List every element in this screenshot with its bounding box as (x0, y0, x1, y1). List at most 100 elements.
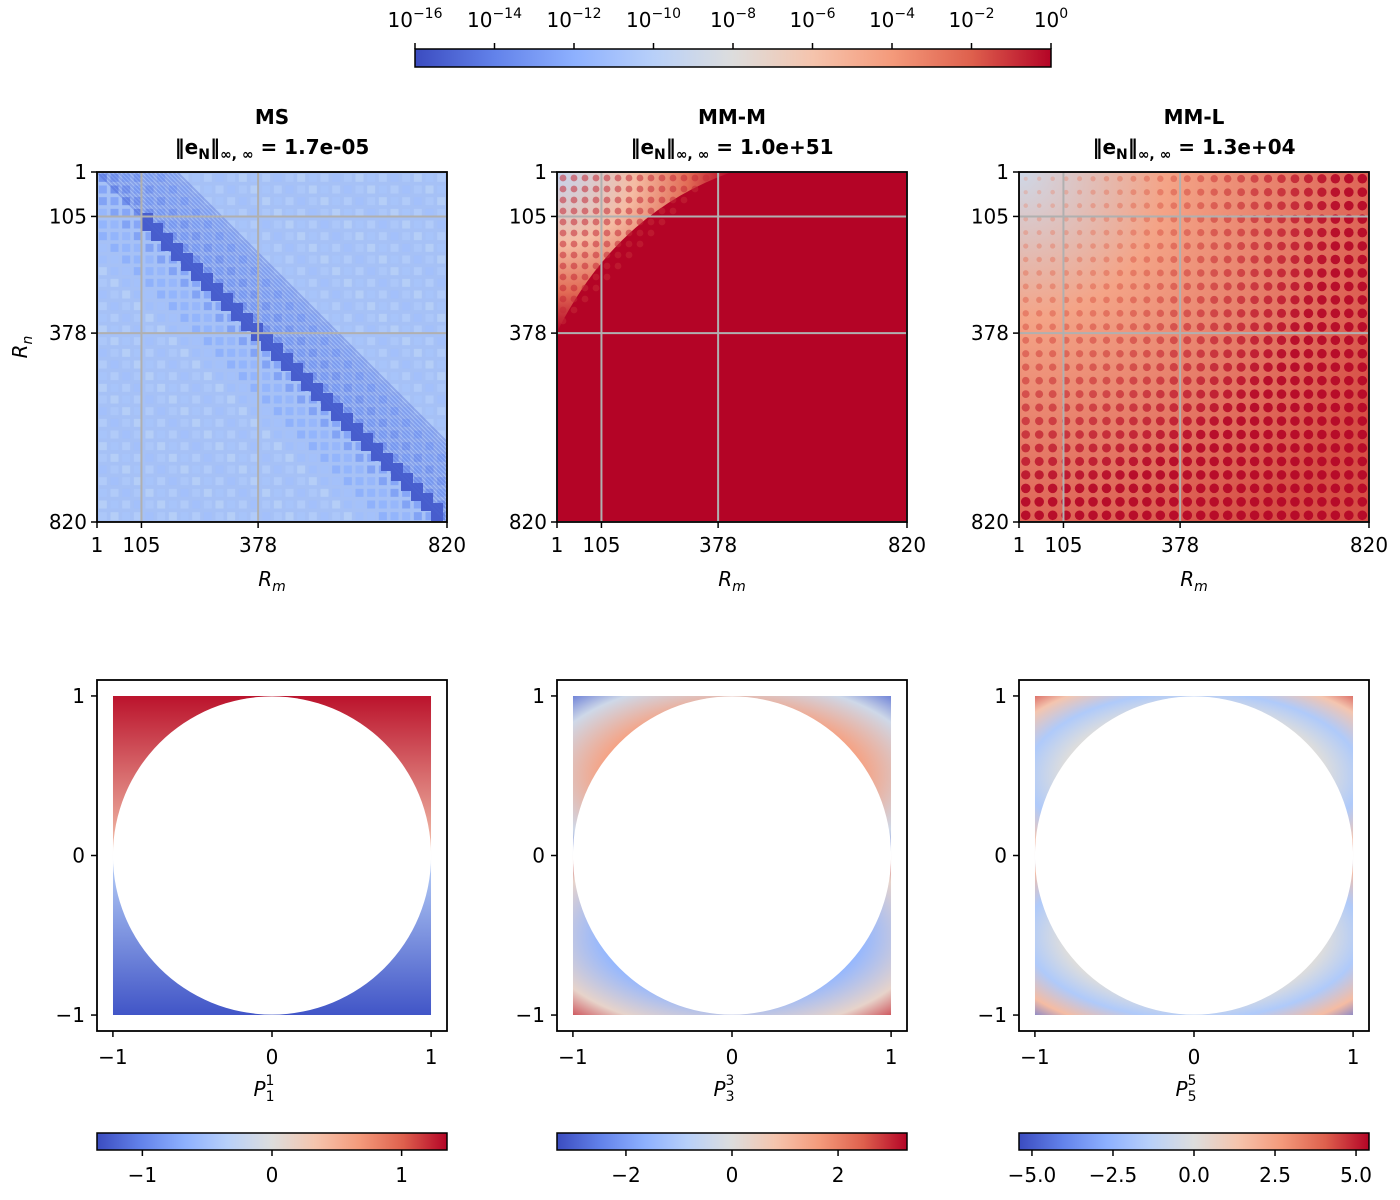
heatmap-cell (145, 453, 154, 462)
heatmap-cell (133, 290, 142, 299)
heatmap-cell (168, 302, 177, 311)
heatmap-cell (262, 173, 271, 182)
top-colorbar-tick-label: 10−4 (869, 6, 915, 32)
heatmap-dot (625, 218, 633, 226)
heatmap-cell (180, 290, 189, 299)
heatmap-dot (1090, 216, 1096, 222)
heatmap-cell (133, 348, 142, 357)
x-tick-label: 0 (1188, 1045, 1201, 1069)
heatmap-dot (1155, 443, 1166, 453)
heatmap-cell (332, 232, 341, 241)
heatmap-cell (192, 208, 201, 217)
heatmap-cell (133, 173, 142, 182)
heatmap-cell (297, 267, 306, 276)
heatmap-dot (1249, 375, 1260, 386)
heatmap-cell (367, 208, 376, 217)
diagonal-streak (151, 172, 447, 468)
heatmap-cell (262, 290, 271, 299)
heatmap-dot (1303, 335, 1314, 346)
heatmap-cell (343, 185, 352, 194)
heatmap-dot (1236, 497, 1246, 507)
heatmap-dot (1142, 483, 1152, 494)
heatmap-dot (1357, 322, 1368, 332)
heatmap-cell (332, 477, 341, 486)
heatmap-cell (122, 255, 131, 264)
heatmap-cell (145, 465, 154, 474)
heatmap-dot (1223, 188, 1232, 196)
heatmap-cell (320, 255, 329, 264)
heatmap-cell (192, 372, 201, 381)
x-axis-label: Rm (718, 567, 746, 595)
heatmap-dot (1197, 255, 1205, 264)
heatmap-cell (227, 383, 236, 392)
heatmap-cell (332, 360, 341, 369)
heatmap-cell (425, 488, 434, 497)
heatmap-dot (1236, 295, 1246, 305)
heatmap-cell (308, 512, 317, 521)
heatmap-cell (285, 442, 294, 451)
heatmap-dot (1210, 269, 1219, 277)
heatmap-dot (581, 284, 589, 292)
diagonal-block (321, 393, 333, 411)
heatmap-dot (1276, 295, 1287, 305)
x-tick-label: 1 (1013, 533, 1026, 557)
heatmap-cell (192, 430, 201, 439)
heatmap-cell (308, 488, 317, 497)
heatmap-cell (308, 290, 317, 299)
heatmap-cell (168, 360, 177, 369)
heatmap-dot (1088, 510, 1098, 521)
heatmap-cell (285, 185, 294, 194)
heatmap-cell (215, 208, 224, 217)
heatmap-cell (320, 173, 329, 182)
heatmap-cell (227, 453, 236, 462)
heatmap-cell (320, 290, 329, 299)
heatmap-cell (215, 337, 224, 346)
heatmap-dot (1088, 430, 1098, 439)
heatmap-dot (1317, 348, 1327, 359)
heatmap-dot (1344, 362, 1354, 372)
heatmap-cell (262, 418, 271, 427)
heatmap-cell (215, 348, 224, 357)
colorbar-tick-label: −5.0 (1008, 1163, 1057, 1187)
heatmap-cell (133, 220, 142, 229)
heatmap-dot (1290, 470, 1300, 480)
heatmap-dot (570, 284, 578, 292)
heatmap-cell (145, 313, 154, 322)
heatmap-dot (1075, 363, 1084, 371)
y-tick-label: 378 (49, 321, 87, 345)
heatmap-dot (1276, 362, 1287, 372)
heatmap-dot (1115, 430, 1125, 439)
heatmap-cell (262, 512, 271, 521)
heatmap-cell (110, 173, 119, 182)
heatmap-dot (614, 240, 622, 248)
heatmap-cell (355, 442, 364, 451)
heatmap-cell (203, 348, 212, 357)
y-tick-label: −1 (516, 1003, 545, 1027)
heatmap-dot (1250, 335, 1260, 345)
diagonal-streak (167, 172, 447, 452)
heatmap-cell (215, 395, 224, 404)
heatmap-cell (98, 173, 107, 182)
heatmap-dot (1209, 429, 1219, 440)
heatmap-cell (215, 418, 224, 427)
heatmap-dot (1317, 429, 1327, 440)
heatmap-cell (238, 383, 247, 392)
heatmap-dot (1143, 189, 1150, 196)
heatmap-cell (285, 348, 294, 357)
heatmap-cell (437, 313, 446, 322)
heatmap-dot (581, 174, 589, 182)
heatmap-dot (1182, 429, 1192, 440)
heatmap-dot (1157, 175, 1164, 182)
heatmap-dot (581, 251, 589, 259)
heatmap-cell (157, 208, 166, 217)
heatmap-dot (1063, 243, 1069, 249)
heatmap-cell (122, 220, 131, 229)
heatmap-dot (1223, 268, 1232, 277)
heatmap-cell (168, 442, 177, 451)
heatmap-dot (1022, 323, 1030, 331)
heatmap-dot (1330, 227, 1341, 238)
heatmap-dot (1250, 228, 1259, 237)
heatmap-dot (1183, 229, 1191, 237)
heatmap-frame (556, 171, 908, 523)
heatmap-dot (1075, 443, 1085, 453)
